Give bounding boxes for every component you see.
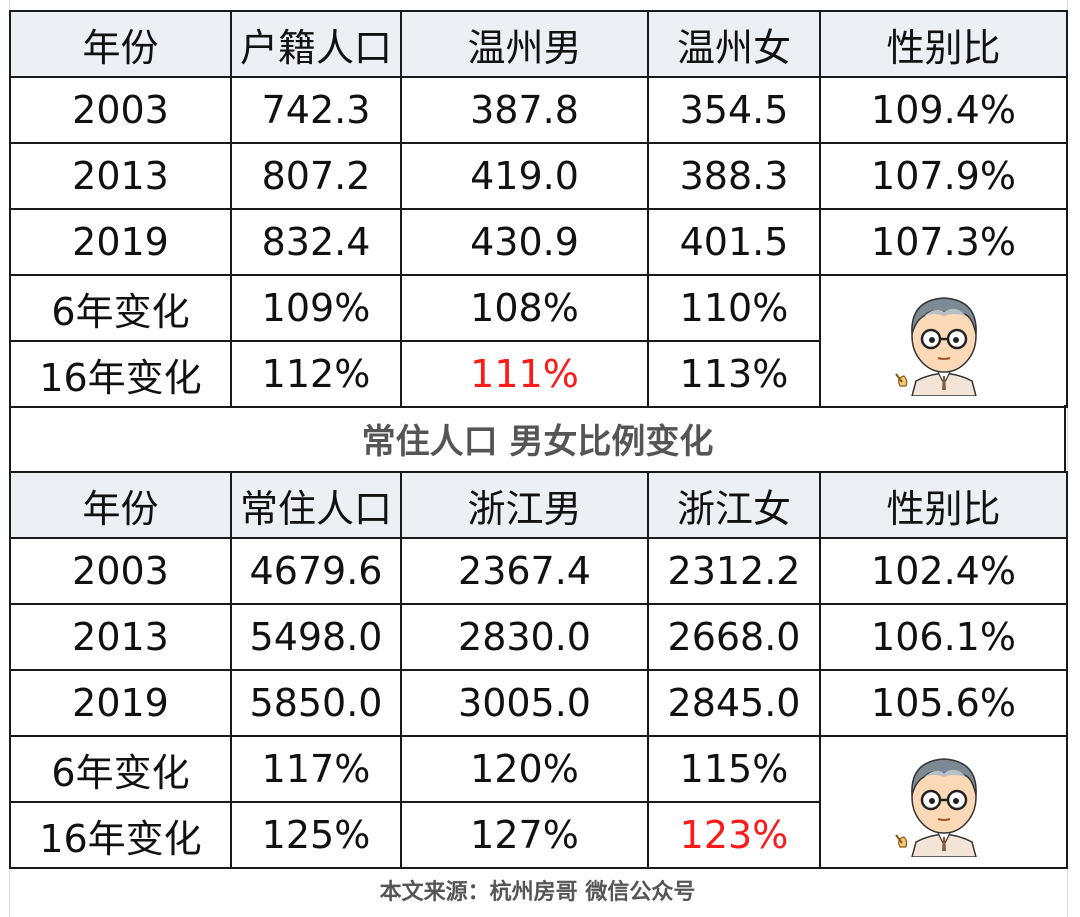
table-cell[interactable]: 125%: [230, 801, 402, 869]
table-cell[interactable]: 107.3%: [819, 208, 1068, 276]
header-cell[interactable]: 性别比: [819, 471, 1068, 539]
table-cell[interactable]: 2830.0: [400, 603, 649, 671]
table-cell[interactable]: 16年变化: [9, 801, 232, 869]
table-row: 6年变化 117% 120% 115%: [9, 735, 1068, 869]
grid-edge-right: [1067, 0, 1080, 917]
table-cell[interactable]: 106.1%: [819, 603, 1068, 671]
table-row: 6年变化 109% 108% 110%: [9, 274, 1068, 408]
table-cell[interactable]: 108%: [400, 274, 649, 342]
section-title: 常住人口 男女比例变化: [9, 405, 1066, 471]
table-cell[interactable]: 5498.0: [230, 603, 402, 671]
table-header-row: 年份 户籍人口 温州男 温州女 性别比: [9, 10, 1068, 78]
table-cell[interactable]: 3005.0: [400, 669, 649, 737]
table-cell[interactable]: 742.3: [230, 76, 402, 144]
source-footer: 本文来源：杭州房哥 微信公众号: [379, 880, 696, 905]
table-cell[interactable]: 387.8: [400, 76, 649, 144]
header-cell[interactable]: 常住人口: [230, 471, 402, 539]
table-cell-highlighted[interactable]: 123%: [647, 801, 821, 869]
table-cell[interactable]: 2013: [9, 603, 232, 671]
table-cell[interactable]: 2019: [9, 208, 232, 276]
table-cell[interactable]: 2668.0: [647, 603, 821, 671]
table-cell[interactable]: 16年变化: [9, 340, 232, 408]
table-row: 2003 4679.6 2367.4 2312.2 102.4%: [9, 537, 1068, 605]
table-row: 2013 807.2 419.0 388.3 107.9%: [9, 142, 1068, 210]
table-cell[interactable]: 2003: [9, 76, 232, 144]
table-row: 16年变化 112% 111% 113%: [9, 340, 1067, 408]
table-cell[interactable]: 807.2: [230, 142, 402, 210]
resident-population-table: 年份 常住人口 浙江男 浙江女 性别比 2003 4679.6 2367.4 2…: [9, 471, 1068, 869]
table-cell[interactable]: 105.6%: [819, 669, 1068, 737]
table-cell[interactable]: 354.5: [647, 76, 821, 144]
table-cell[interactable]: 6年变化: [9, 274, 232, 342]
table-cell[interactable]: 2003: [9, 537, 232, 605]
table-cell[interactable]: 2019: [9, 669, 232, 737]
table-cell[interactable]: 430.9: [400, 208, 649, 276]
table-cell[interactable]: 115%: [647, 735, 821, 803]
table-row: 2003 742.3 387.8 354.5 109.4%: [9, 76, 1068, 144]
table-cell[interactable]: 113%: [647, 340, 821, 408]
table-cell[interactable]: 4679.6: [230, 537, 402, 605]
table-row: 2019 5850.0 3005.0 2845.0 105.6%: [9, 669, 1068, 737]
cartoon-man-avatar-icon: [894, 297, 977, 396]
table-cell[interactable]: 2367.4: [400, 537, 649, 605]
header-cell[interactable]: 年份: [9, 10, 232, 78]
header-cell[interactable]: 浙江女: [647, 471, 821, 539]
table-cell[interactable]: 117%: [230, 735, 402, 803]
table-row: 16年变化 125% 127% 123%: [9, 801, 1067, 869]
table-cell[interactable]: 110%: [647, 274, 821, 342]
table-cell[interactable]: 109%: [230, 274, 402, 342]
avatar-cell[interactable]: [819, 274, 1068, 408]
header-cell[interactable]: 浙江男: [400, 471, 649, 539]
table-cell[interactable]: 419.0: [400, 142, 649, 210]
table-cell[interactable]: 120%: [400, 735, 649, 803]
table-cell[interactable]: 2845.0: [647, 669, 821, 737]
table-cell[interactable]: 102.4%: [819, 537, 1068, 605]
table-cell[interactable]: 6年变化: [9, 735, 232, 803]
header-cell[interactable]: 年份: [9, 471, 232, 539]
table-cell[interactable]: 401.5: [647, 208, 821, 276]
table-cell[interactable]: 107.9%: [819, 142, 1068, 210]
header-cell[interactable]: 温州女: [647, 10, 821, 78]
cartoon-man-avatar-icon: [894, 758, 977, 857]
avatar-cell[interactable]: [819, 735, 1068, 869]
table-cell[interactable]: 388.3: [647, 142, 821, 210]
header-cell[interactable]: 温州男: [400, 10, 649, 78]
table-row: 2019 832.4 430.9 401.5 107.3%: [9, 208, 1068, 276]
header-cell[interactable]: 户籍人口: [230, 10, 402, 78]
table-cell[interactable]: 832.4: [230, 208, 402, 276]
table-row: 2013 5498.0 2830.0 2668.0 106.1%: [9, 603, 1068, 671]
table-cell-highlighted[interactable]: 111%: [400, 340, 649, 408]
table-cell[interactable]: 2312.2: [647, 537, 821, 605]
table-cell[interactable]: 127%: [400, 801, 649, 869]
hukou-population-table: 年份 户籍人口 温州男 温州女 性别比 2003 742.3 387.8 354…: [9, 10, 1068, 408]
table-cell[interactable]: 109.4%: [819, 76, 1068, 144]
table-cell[interactable]: 5850.0: [230, 669, 402, 737]
table-cell[interactable]: 112%: [230, 340, 402, 408]
table-cell[interactable]: 2013: [9, 142, 232, 210]
header-cell[interactable]: 性别比: [819, 10, 1068, 78]
table-header-row: 年份 常住人口 浙江男 浙江女 性别比: [9, 471, 1068, 539]
